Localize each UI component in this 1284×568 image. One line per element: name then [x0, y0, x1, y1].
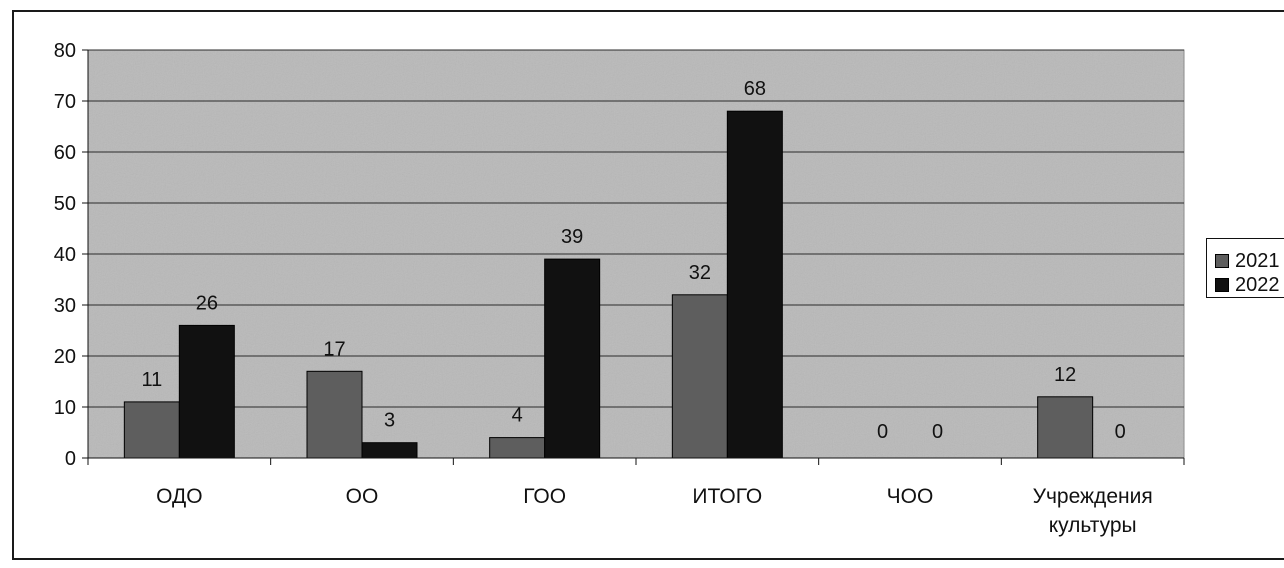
- bar-2022-2: [544, 258, 601, 459]
- y-tick-label: 70: [54, 91, 76, 113]
- data-label-2021-2: 4: [512, 405, 523, 427]
- bar-2021-1: [306, 370, 363, 459]
- legend-entry-2022: 2022: [1215, 273, 1284, 297]
- y-tick-label: 60: [54, 142, 76, 164]
- data-label-2022-2: 39: [561, 226, 583, 248]
- bar-2021-0: [123, 401, 180, 459]
- data-label-2022-3: 68: [744, 78, 766, 100]
- bar-2021-5: [1037, 396, 1094, 459]
- x-axis: ОДО ОО ГОО ИТОГО ЧОО Учреждения культуры: [87, 457, 1185, 537]
- bars: [123, 110, 1094, 459]
- x-tick-label: ЧОО: [887, 485, 934, 508]
- legend-label-2022: 2022: [1235, 273, 1280, 296]
- data-label-2022-4: 0: [932, 421, 943, 443]
- legend: 2021 2022: [1206, 238, 1284, 298]
- y-tick-label: 0: [65, 448, 76, 470]
- y-tick-label: 50: [54, 193, 76, 215]
- data-label-2021-3: 32: [689, 262, 711, 284]
- bar-2022-3: [726, 110, 783, 459]
- x-tick-label: ИТОГО: [692, 485, 762, 508]
- legend-entry-2021: 2021: [1215, 249, 1284, 273]
- bar-2022-0: [178, 324, 235, 459]
- data-label-2022-5: 0: [1115, 421, 1126, 443]
- data-label-2021-4: 0: [877, 421, 888, 443]
- y-tick-label: 10: [54, 397, 76, 419]
- data-labels: 11 17 4 32 0 12 26 3 39 68 0 0: [141, 78, 1125, 443]
- legend-label-2021: 2021: [1235, 249, 1280, 272]
- bar-2021-3: [671, 294, 728, 459]
- data-label-2021-0: 11: [141, 369, 162, 391]
- data-label-2021-5: 12: [1054, 364, 1076, 386]
- data-label-2022-0: 26: [196, 292, 218, 314]
- legend-swatch-2022: [1215, 278, 1229, 292]
- y-tick-label: 30: [54, 295, 76, 317]
- x-tick-label: ГОО: [523, 485, 566, 508]
- y-tick-label: 40: [54, 244, 76, 266]
- x-tick-label: Учреждения культуры: [1033, 485, 1153, 537]
- y-tick-label: 20: [54, 346, 76, 368]
- data-label-2021-1: 17: [323, 338, 345, 360]
- bar-2022-1: [361, 442, 418, 459]
- bar-2021-2: [489, 437, 546, 459]
- x-tick-label: ОДО: [156, 485, 202, 508]
- x-tick-label: ОО: [346, 485, 379, 508]
- legend-swatch-2021: [1215, 254, 1229, 268]
- y-axis: 0 10 20 30 40 50 60 70 80: [54, 40, 89, 470]
- y-tick-label: 80: [54, 40, 76, 62]
- gridlines: [88, 49, 1184, 408]
- data-label-2022-1: 3: [384, 410, 395, 432]
